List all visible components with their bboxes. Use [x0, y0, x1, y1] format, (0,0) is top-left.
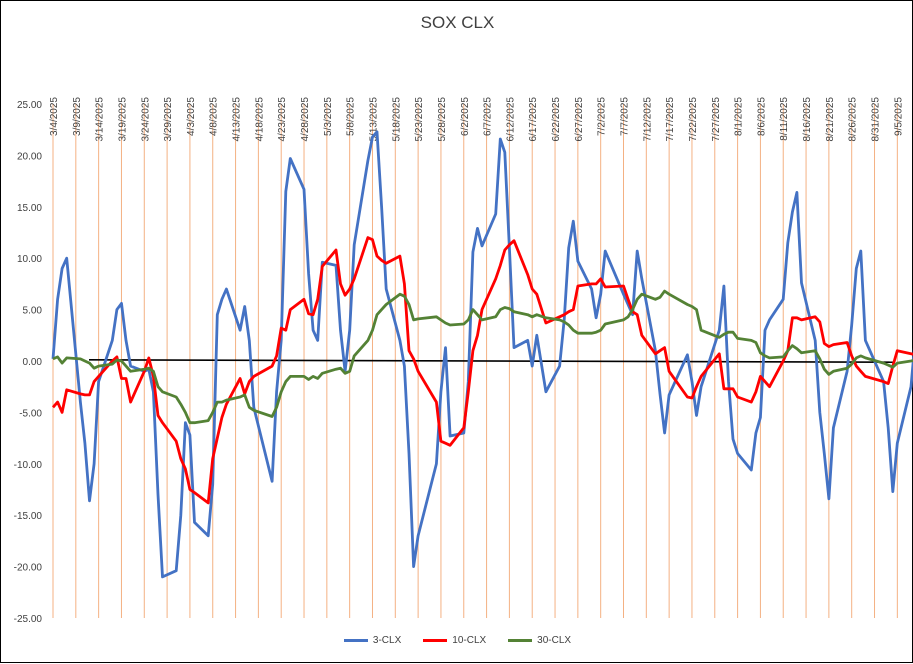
- x-tick-label: 3/29/2025: [163, 97, 174, 142]
- y-tick-label: 25.00: [17, 100, 42, 111]
- legend-swatch: [508, 639, 533, 642]
- x-tick-label: 9/5/2025: [893, 97, 904, 136]
- series-line-3-CLX: [51, 130, 913, 579]
- x-tick-label: 4/13/2025: [232, 97, 243, 142]
- x-tick-label: 6/17/2025: [528, 97, 539, 142]
- x-tick-label: 8/21/2025: [825, 97, 836, 142]
- x-tick-label: 5/13/2025: [368, 97, 379, 142]
- x-tick-label: 8/6/2025: [756, 97, 767, 136]
- x-tick-label: 3/14/2025: [95, 97, 106, 142]
- x-tick-label: 4/18/2025: [254, 97, 265, 142]
- legend-item: 10-CLX: [423, 635, 486, 646]
- x-tick-label: 5/28/2025: [437, 97, 448, 142]
- x-tick-label: 6/27/2025: [574, 97, 585, 142]
- legend-item: 30-CLX: [508, 635, 571, 646]
- x-tick-label: 3/9/2025: [72, 97, 83, 136]
- x-tick-label: 7/22/2025: [688, 97, 699, 142]
- x-tick-label: 5/8/2025: [346, 97, 357, 136]
- zero-reference-line: [88, 358, 895, 364]
- y-tick-label: -5.00: [19, 408, 42, 419]
- x-tick-label: 8/31/2025: [871, 97, 882, 142]
- x-tick-label: 6/12/2025: [505, 97, 516, 142]
- x-tick-label: 8/16/2025: [802, 97, 813, 142]
- x-tick-labels: 3/4/2025 3/9/2025 3/14/2025 3/19/2025 3/24/2…: [49, 97, 904, 142]
- x-tick-label: 7/7/2025: [620, 97, 631, 136]
- x-tick-label: 7/12/2025: [642, 97, 653, 142]
- x-tick-label: 3/19/2025: [117, 97, 128, 142]
- x-tick-label: 4/23/2025: [277, 97, 288, 142]
- x-tick-label: 8/1/2025: [734, 97, 745, 136]
- x-tick-label: 5/23/2025: [414, 97, 425, 142]
- legend-item: 3-CLX: [343, 635, 402, 646]
- zero-line: [88, 358, 895, 364]
- y-tick-label: 20.00: [17, 151, 42, 162]
- legend-label: 30-CLX: [537, 635, 572, 646]
- x-tick-label: 6/7/2025: [483, 97, 494, 136]
- x-tick-label: 8/26/2025: [848, 97, 859, 142]
- x-tick-label: 5/3/2025: [323, 97, 334, 136]
- x-tick-label: 5/18/2025: [391, 97, 402, 142]
- legend: 3-CLX 10-CLX 30-CLX: [1, 635, 913, 646]
- y-tick-label: -10.00: [14, 460, 43, 471]
- legend-swatch: [343, 639, 368, 642]
- x-tick-label: 3/4/2025: [49, 97, 60, 136]
- y-tick-label: 0.00: [23, 357, 43, 368]
- y-tick-label: -20.00: [14, 563, 43, 574]
- legend-label: 10-CLX: [452, 635, 487, 646]
- y-tick-labels: 25.00 20.00 15.00 10.00 5.00 0.00 -5.00 -10.00 -…: [14, 100, 43, 625]
- y-tick-label: 10.00: [17, 254, 42, 265]
- x-tick-label: 4/3/2025: [186, 97, 197, 136]
- series-line-10-CLX: [51, 236, 913, 505]
- y-tick-label: -15.00: [14, 511, 43, 522]
- y-tick-label: -25.00: [14, 614, 43, 625]
- x-tick-label: 7/17/2025: [665, 97, 676, 142]
- legend-swatch: [423, 639, 448, 642]
- y-tick-label: 15.00: [17, 203, 42, 214]
- x-tick-label: 7/27/2025: [711, 97, 722, 142]
- series-lines: [51, 130, 913, 579]
- x-tick-label: 6/22/2025: [551, 97, 562, 142]
- series-line-30-CLX: [52, 289, 913, 425]
- chart-title: SOX CLX: [420, 13, 495, 32]
- legend-label: 3-CLX: [372, 635, 402, 646]
- x-tick-label: 4/28/2025: [300, 97, 311, 142]
- x-tick-label: 7/2/2025: [597, 97, 608, 136]
- x-tick-label: 4/8/2025: [209, 97, 220, 136]
- x-tick-label: 8/11/2025: [779, 97, 790, 141]
- x-tick-label: 6/2/2025: [460, 97, 471, 136]
- y-tick-label: 5.00: [23, 306, 43, 317]
- x-tick-label: 3/24/2025: [140, 97, 151, 142]
